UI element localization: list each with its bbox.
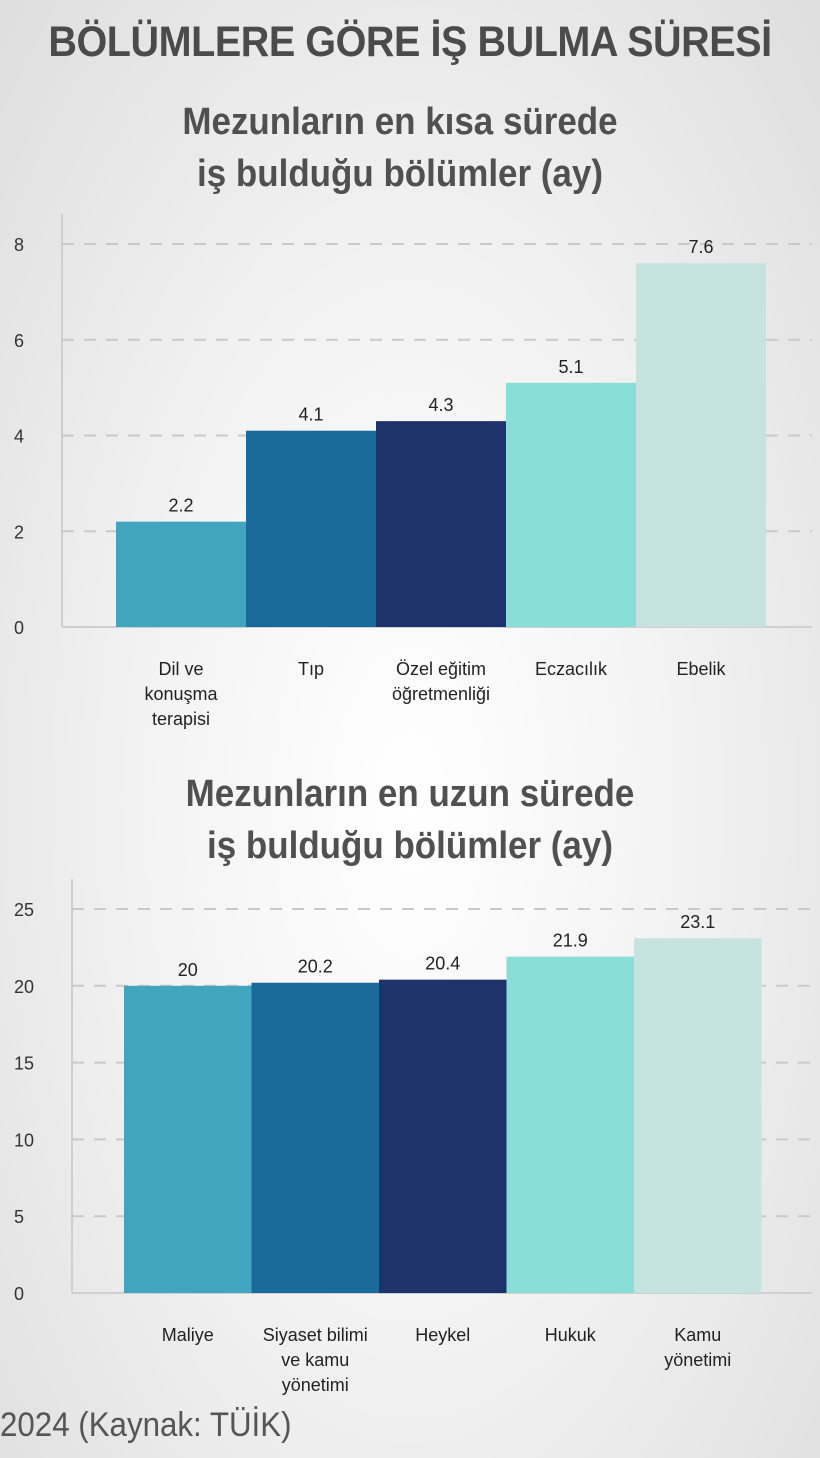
bar <box>506 382 636 627</box>
category-label: Eczacılık <box>535 659 608 679</box>
chart-title-shortest: Mezunların en kısa sürede iş bulduğu böl… <box>32 96 768 200</box>
data-label: 20.4 <box>425 954 460 974</box>
y-tick-label: 20 <box>14 977 34 997</box>
category-label: öğretmenliği <box>392 684 490 704</box>
y-tick-label: 0 <box>14 618 24 638</box>
y-tick-label: 10 <box>14 1130 34 1150</box>
bar-chart-shortest: 0 2 4 6 8 2.2 Dil ve konuşma terapisi 4.1 Tıp 4.3 Öz… <box>14 214 812 729</box>
category-label: Tıp <box>298 659 324 679</box>
category-label: Hukuk <box>545 1325 597 1345</box>
bar <box>634 938 762 1293</box>
data-label: 7.6 <box>688 237 713 257</box>
source-note: 2024 (Kaynak: TÜİK) <box>0 1406 292 1444</box>
bar <box>636 263 766 627</box>
category-label: yönetimi <box>664 1350 731 1370</box>
category-label: Heykel <box>415 1325 470 1345</box>
data-label: 20 <box>178 960 198 980</box>
bar <box>116 521 246 627</box>
chart-title-line: Mezunların en kısa sürede <box>182 101 618 143</box>
bar <box>246 430 376 627</box>
y-tick-label: 15 <box>14 1054 34 1074</box>
bar <box>506 956 634 1293</box>
data-label: 4.1 <box>298 405 323 425</box>
data-label: 21.9 <box>553 931 588 951</box>
bar <box>376 421 506 627</box>
category-label: Özel eğitim <box>396 659 486 679</box>
category-label: Ebelik <box>676 659 726 679</box>
chart-title-line: Mezunların en uzun sürede <box>185 773 635 815</box>
data-label: 23.1 <box>680 912 715 932</box>
data-label: 5.1 <box>558 357 583 377</box>
bar <box>251 982 379 1293</box>
category-label: terapisi <box>152 709 210 729</box>
category-label: konuşma <box>144 684 218 704</box>
bar-chart-longest: 0 5 10 15 20 25 20 Maliye 20.2 Siyaset bilimi ve k… <box>14 879 812 1395</box>
category-label: yönetimi <box>282 1375 349 1395</box>
data-label: 4.3 <box>428 395 453 415</box>
y-tick-label: 4 <box>14 427 24 447</box>
page-title: BÖLÜMLERE GÖRE İŞ BULMA SÜRESİ <box>48 18 772 66</box>
y-tick-label: 5 <box>14 1207 24 1227</box>
y-tick-label: 0 <box>14 1284 24 1304</box>
y-tick-label: 2 <box>14 522 24 542</box>
category-label: Siyaset bilimi <box>263 1325 368 1345</box>
y-tick-label: 25 <box>14 900 34 920</box>
y-tick-label: 6 <box>14 331 24 351</box>
chart-title-line: iş bulduğu bölümler (ay) <box>197 153 603 195</box>
y-tick-label: 8 <box>14 235 24 255</box>
category-label: Kamu <box>674 1325 721 1345</box>
chart-title-longest: Mezunların en uzun sürede iş bulduğu böl… <box>42 768 778 872</box>
category-label: ve kamu <box>281 1350 349 1370</box>
chart-title-line: iş bulduğu bölümler (ay) <box>207 825 613 867</box>
bar <box>379 979 507 1293</box>
category-label: Maliye <box>162 1325 214 1345</box>
data-label: 2.2 <box>168 496 193 516</box>
bar <box>124 985 252 1293</box>
category-label: Dil ve <box>158 659 203 679</box>
data-label: 20.2 <box>298 957 333 977</box>
